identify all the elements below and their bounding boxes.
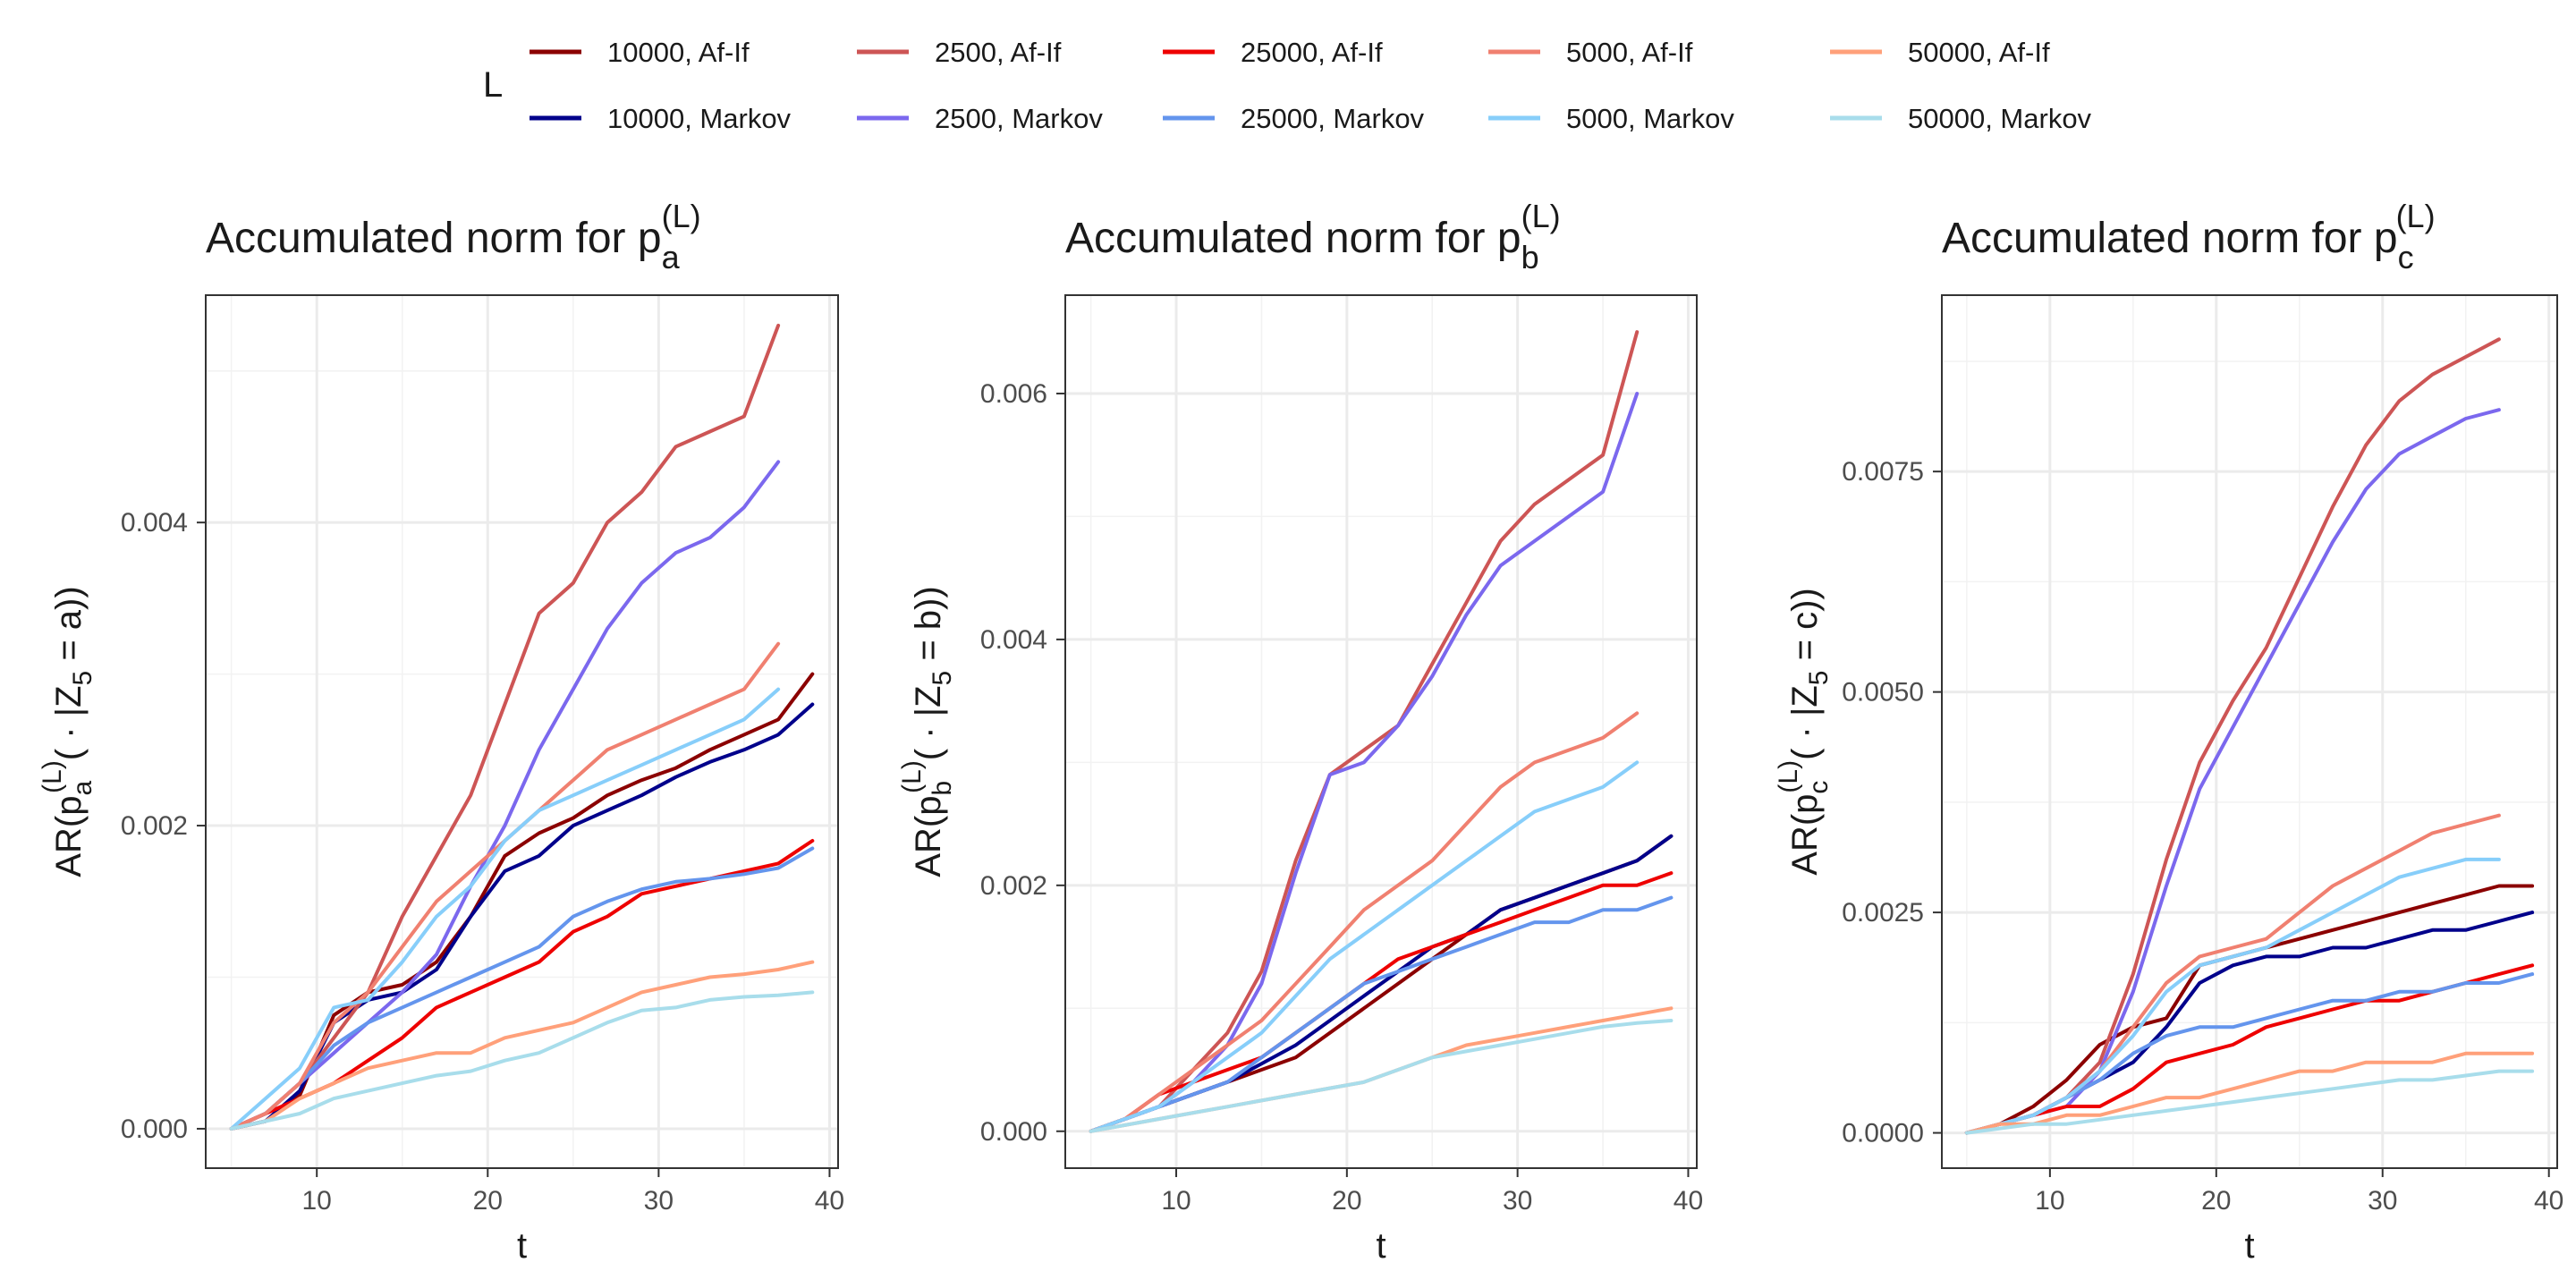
series-line-2	[1089, 330, 1640, 1133]
legend-label-1: 10000, Markov	[607, 103, 792, 134]
series-line-9	[1964, 1069, 2535, 1135]
y-axis-label-part: 5	[68, 671, 97, 686]
x-tick-label: 20	[473, 1186, 503, 1216]
x-tick-label: 10	[302, 1186, 332, 1216]
x-axis-label: t	[1376, 1226, 1385, 1266]
panel-title-superscript: (L)	[662, 198, 701, 234]
x-tick-label: 30	[644, 1186, 674, 1216]
series-line-3	[229, 460, 781, 1131]
y-axis-label-part: ( · |Z	[909, 685, 948, 760]
series-line-9	[229, 990, 815, 1131]
x-tick-label: 10	[2035, 1186, 2064, 1216]
legend-title: L	[483, 65, 503, 105]
y-axis-label-part: c	[1804, 781, 1834, 794]
series-line-7	[1089, 760, 1640, 1133]
legend-label-2: 2500, Af-If	[935, 37, 1062, 68]
series-line-5	[229, 846, 815, 1131]
legend-label-0: 10000, Af-If	[607, 37, 750, 68]
panel-border-1	[1064, 294, 1698, 1169]
x-tick-label: 40	[1674, 1186, 1703, 1216]
legend-label-4: 25000, Af-If	[1241, 37, 1383, 68]
y-tick-label: 0.0050	[1842, 678, 1924, 708]
legend-label-5: 25000, Markov	[1241, 103, 1425, 134]
plot-area-1	[1065, 295, 1697, 1168]
panel-title: Accumulated norm for pb (L)	[1065, 198, 1561, 275]
series-line-5	[1089, 895, 1674, 1133]
y-axis-label-part: (L)	[897, 760, 927, 793]
panel-0: 10 20 30 40 0.000 0.002 0.004 t Accumulated norm…	[38, 198, 844, 1266]
y-axis-label-part: (L)	[1774, 760, 1803, 793]
y-tick-label: 0.0025	[1842, 898, 1924, 928]
x-tick-label: 30	[1503, 1186, 1532, 1216]
y-tick-label: 0.002	[980, 871, 1047, 901]
legend: L 10000, Af-If 10000, Markov 2500, Af-If 25…	[483, 37, 2092, 134]
x-tick-label: 20	[2201, 1186, 2231, 1216]
panel-title-text: Accumulated norm for p	[206, 215, 662, 262]
series-line-7	[229, 687, 781, 1131]
x-tick-label: 40	[2534, 1186, 2563, 1216]
panel-title-subscript: b	[1521, 239, 1539, 275]
y-axis-label-part: =	[49, 630, 89, 671]
y-tick-label: 0.0075	[1842, 457, 1924, 487]
y-tick-label: 0.000	[980, 1117, 1047, 1147]
series-line-8	[229, 960, 815, 1131]
y-tick-label: 0.006	[980, 379, 1047, 409]
panel-border-0	[205, 294, 839, 1169]
legend-label-9: 50000, Markov	[1908, 103, 2092, 134]
y-tick-label: 0.0000	[1842, 1119, 1924, 1148]
panel-title-superscript: (L)	[2396, 198, 2436, 234]
y-axis-label-part: 5	[1804, 671, 1834, 686]
y-tick-label: 0.004	[980, 625, 1047, 655]
y-tick-label: 0.002	[121, 811, 188, 841]
y-axis-label-part: b))	[909, 586, 948, 630]
series-line-7	[1964, 857, 2501, 1135]
x-tick-label: 20	[1332, 1186, 1361, 1216]
legend-label-6: 5000, Af-If	[1566, 37, 1693, 68]
x-tick-label: 40	[815, 1186, 844, 1216]
y-axis-label: AR(pb(L)( · |Z5 = b))	[897, 586, 957, 877]
y-axis-label-part: AR(p	[1785, 794, 1825, 876]
series-line-6	[1089, 711, 1640, 1133]
x-tick-label: 30	[2368, 1186, 2397, 1216]
x-tick-label: 10	[1161, 1186, 1191, 1216]
y-axis-label-part: (L)	[38, 760, 67, 793]
panel-title-subscript: a	[662, 239, 681, 275]
panel-2: 10 20 30 40 0.0000 0.0025 0.0050 0.0075 t Accumul…	[1774, 198, 2563, 1266]
panel-title: Accumulated norm for pc (L)	[1942, 198, 2436, 275]
series-line-9	[1089, 1019, 1674, 1133]
legend-label-7: 5000, Markov	[1566, 103, 1734, 134]
x-axis-label: t	[517, 1226, 527, 1266]
y-axis-label-part: =	[909, 630, 948, 671]
y-tick-label: 0.004	[121, 508, 188, 538]
y-axis-label: AR(pc(L)( · |Z5 = c))	[1774, 588, 1834, 875]
y-axis-label-part: a	[68, 781, 97, 796]
panel-title-text: Accumulated norm for p	[1065, 215, 1521, 262]
y-axis-label: AR(pa(L)( · |Z5 = a))	[38, 586, 97, 877]
panel-title: Accumulated norm for pa (L)	[206, 198, 701, 275]
y-axis-label-part: 5	[928, 671, 957, 686]
legend-label-3: 2500, Markov	[935, 103, 1103, 134]
series-line-8	[1964, 1051, 2535, 1135]
y-axis-label-part: AR(p	[909, 796, 948, 877]
y-tick-label: 0.000	[121, 1114, 188, 1144]
y-axis-label-part: ( · |Z	[1785, 685, 1825, 760]
y-axis-label-part: a))	[49, 586, 89, 630]
legend-label-8: 50000, Af-If	[1908, 37, 2050, 68]
plot-area-0	[206, 295, 838, 1168]
y-axis-label-part: =	[1785, 630, 1825, 671]
panel-1: 10 20 30 40 0.000 0.002 0.004 0.006 t Accumulated…	[897, 198, 1703, 1266]
y-axis-label-part: ( · |Z	[49, 685, 89, 760]
y-axis-label-part: c))	[1785, 588, 1825, 630]
x-axis-label: t	[2244, 1226, 2254, 1266]
panel-title-subscript: c	[2398, 239, 2414, 275]
series-line-0	[229, 672, 815, 1131]
y-axis-label-part: b	[928, 781, 957, 796]
series-line-2	[229, 323, 781, 1131]
panel-title-text: Accumulated norm for p	[1942, 215, 2398, 262]
y-axis-label-part: AR(p	[49, 796, 89, 877]
panel-border-2	[1941, 294, 2558, 1169]
panel-title-superscript: (L)	[1521, 198, 1561, 234]
